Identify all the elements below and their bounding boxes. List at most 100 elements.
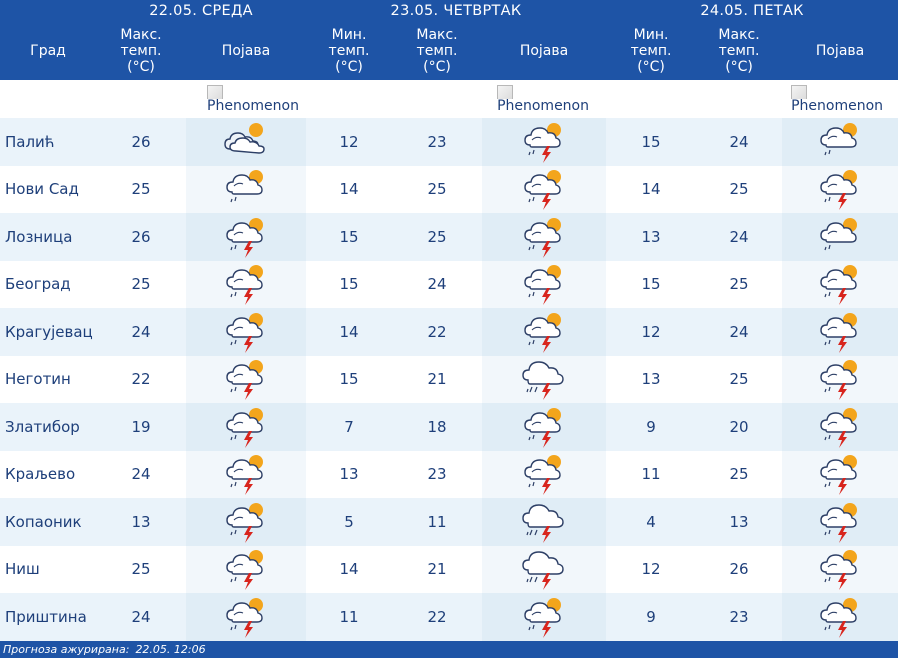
city-name: Копаоник (0, 498, 96, 546)
max-temp-day1: 22 (131, 370, 151, 389)
max-temp-day2: 22 (392, 308, 483, 356)
max-temp-day2: 23 (427, 465, 447, 484)
thunderstorm-icon (524, 407, 562, 448)
max-temp-day3: 24 (696, 118, 783, 166)
cloudy-light-rain-icon (226, 170, 263, 203)
thunderstorm-icon (820, 360, 858, 401)
phenomenon-day3 (782, 355, 899, 403)
column-header-row: Град Макс. темп. (°C) Појава Мин. темп. (°C)… (0, 22, 899, 80)
phenomenon-day2 (482, 450, 607, 498)
city-name: Лозница (0, 213, 96, 261)
max-temp-day3: 20 (696, 403, 783, 451)
broken-image-icon (207, 84, 224, 99)
min-temp-day2: 11 (306, 593, 393, 641)
max-temp-day1: 25 (131, 560, 151, 579)
thunderstorm-icon (524, 170, 562, 211)
phenomenon-day3 (782, 308, 899, 356)
phenomenon-image-row: Phenomenon Phenomenon Phenomenon (0, 80, 899, 118)
day-spacer (0, 0, 96, 22)
day-header-3: 24.05. ПЕТАК (606, 0, 899, 22)
thunderstorm-icon (226, 407, 263, 448)
updated-label: Прогноза ажурирана: (3, 643, 130, 656)
thunderstorm-icon (820, 597, 858, 638)
thunderstorm-icon (820, 550, 858, 591)
min-temp-day3: 12 (606, 308, 697, 356)
thunderstorm-icon (820, 502, 858, 543)
city-name: Крагујевац (0, 308, 96, 356)
phenomenon-day1 (186, 165, 307, 213)
city-name: Нови Сад (5, 180, 79, 199)
partly-cloudy-icon (224, 122, 265, 154)
max-temp-header: Макс. темп. (°C) (696, 22, 783, 80)
max-temp-day3: 25 (729, 370, 749, 389)
thunderstorm-icon (820, 455, 858, 496)
max-temp-day3: 24 (696, 213, 783, 261)
city-column-header: Град (0, 22, 96, 80)
phenomenon-day1 (186, 593, 307, 641)
city-name: Ниш (5, 560, 40, 579)
day-header-row: 22.05. СРЕДА 23.05. ЧЕТВРТАК 24.05. ПЕТА… (0, 0, 899, 22)
min-temp-day3: 15 (606, 118, 697, 166)
max-temp-day3: 13 (696, 498, 783, 546)
min-temp-header: Мин. темп. (°C) (606, 22, 697, 80)
phenomenon-header: Појава (782, 22, 899, 80)
max-temp-day2: 11 (392, 498, 483, 546)
city-name: Краљево (5, 465, 76, 484)
min-temp-day2: 14 (339, 560, 359, 579)
thunderstorm-icon (226, 550, 263, 591)
phenomenon-day3 (782, 165, 899, 213)
thunderstorm-icon (524, 217, 562, 258)
thunderstorm-icon (820, 265, 858, 306)
phenomenon-day2 (482, 403, 607, 451)
max-temp-day1: 24 (96, 593, 186, 641)
phenomenon-legend-image: Phenomenon (782, 80, 899, 118)
day-header-2: 23.05. ЧЕТВРТАК (306, 0, 607, 22)
phenomenon-day2 (482, 260, 607, 308)
updated-value: 22.05. 12:06 (135, 643, 206, 656)
min-temp-day2: 15 (339, 370, 359, 389)
max-temp-day2: 24 (427, 275, 447, 294)
city-name: Београд (5, 275, 71, 294)
thunderstorm-icon (524, 455, 562, 496)
thunderstorm-icon (226, 360, 263, 401)
phenomenon-day1 (186, 118, 307, 166)
cloudy-light-rain-icon (820, 217, 858, 250)
max-temp-day2: 25 (392, 213, 483, 261)
city-name: Палић (0, 118, 96, 166)
phenomenon-day1 (186, 260, 307, 308)
phenomenon-day3 (782, 260, 899, 308)
min-temp-day3: 4 (606, 498, 697, 546)
phenomenon-day1 (186, 498, 307, 546)
min-temp-day3: 15 (641, 275, 661, 294)
table-row: Неготин 22 15 21 13 25 (0, 355, 899, 403)
max-temp-day1: 26 (96, 118, 186, 166)
thunderstorm-icon (524, 312, 562, 353)
thunderstorm-icon (524, 122, 562, 163)
forecast-footer: Прогноза ажурирана: 22.05. 12:06 (0, 641, 898, 658)
table-row: Краљево 24 13 23 11 25 (0, 450, 899, 498)
max-temp-day3: 24 (696, 308, 783, 356)
phenomenon-day3 (782, 403, 899, 451)
max-temp-day1: 24 (96, 308, 186, 356)
cloud-rain-thunder-icon (522, 361, 564, 401)
phenomenon-day1 (186, 308, 307, 356)
max-temp-day3: 25 (729, 465, 749, 484)
phenomenon-header: Појава (186, 22, 307, 80)
max-temp-day3: 26 (729, 560, 749, 579)
broken-image-icon (497, 84, 514, 99)
thunderstorm-icon (524, 597, 562, 638)
phenomenon-day1 (186, 450, 307, 498)
day-header-1: 22.05. СРЕДА (96, 0, 307, 22)
city-name: Приштина (0, 593, 96, 641)
phenomenon-header: Појава (482, 22, 607, 80)
min-temp-day3: 9 (606, 593, 697, 641)
thunderstorm-icon (226, 312, 263, 353)
thunderstorm-icon (226, 455, 263, 496)
max-temp-day3: 23 (696, 593, 783, 641)
max-temp-day1: 24 (131, 465, 151, 484)
min-temp-day3: 9 (606, 403, 697, 451)
max-temp-day2: 23 (392, 118, 483, 166)
max-temp-day2: 21 (427, 560, 447, 579)
min-temp-day2: 13 (339, 465, 359, 484)
